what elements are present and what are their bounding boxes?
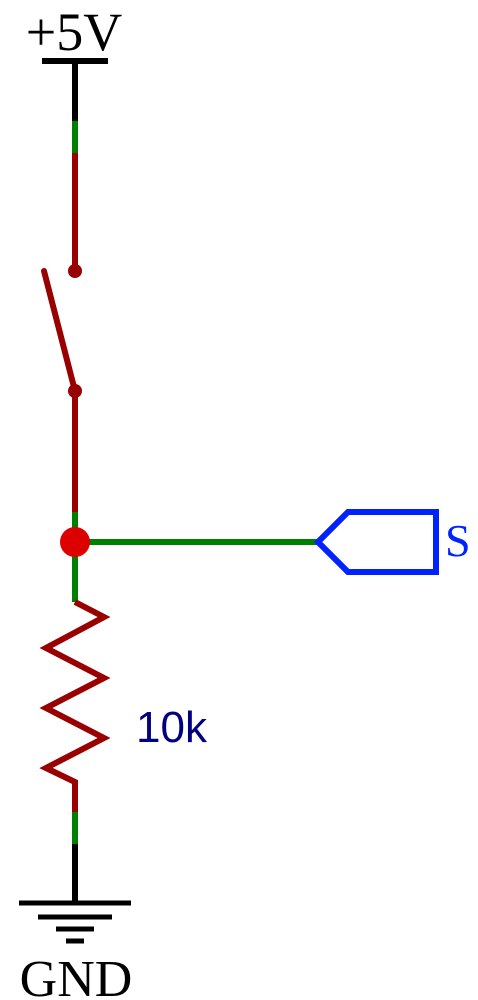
- switch-top-contact: [68, 264, 82, 278]
- resistor: 10k: [39, 599, 208, 844]
- port-flag-icon: [313, 509, 439, 575]
- switch: [41, 153, 82, 512]
- signal-node: [60, 512, 318, 602]
- switch-lever: [41, 268, 78, 394]
- supply-label: +5V: [26, 2, 122, 62]
- ground-symbol: GND: [19, 844, 132, 1000]
- junction-dot: [60, 527, 90, 557]
- output-port: S: [313, 509, 471, 575]
- port-label: S: [445, 515, 471, 566]
- resistor-value-label: 10k: [136, 703, 208, 752]
- resistor-zigzag: [39, 599, 111, 812]
- supply-symbol: +5V: [26, 2, 122, 153]
- ground-label: GND: [20, 951, 133, 1000]
